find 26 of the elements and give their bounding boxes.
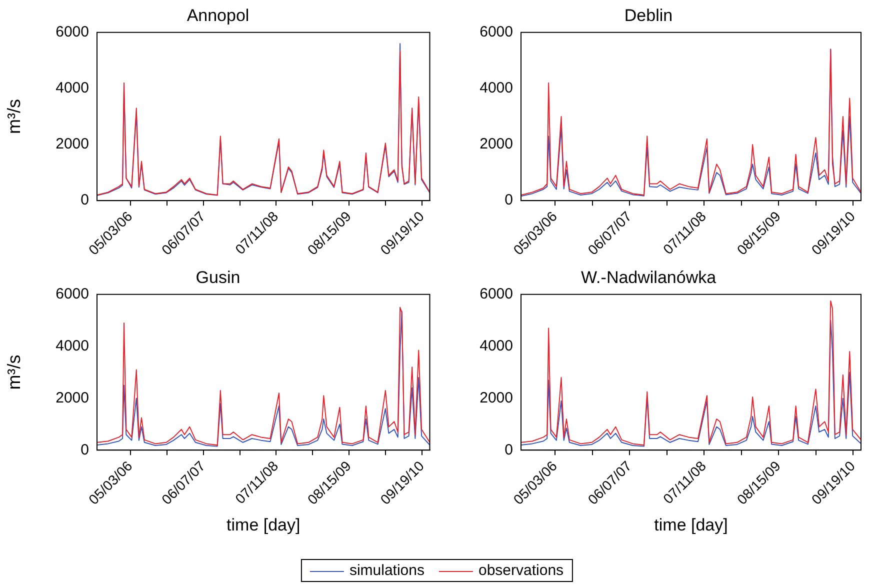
legend-label: observations bbox=[478, 562, 564, 579]
y-axis-title: m³/s bbox=[4, 354, 24, 390]
y-tick-label: 4000 bbox=[480, 80, 513, 97]
chart-title: W.-Nadwilanówka bbox=[580, 268, 717, 287]
chart-title: Annopol bbox=[186, 6, 250, 25]
y-tick-label: 6000 bbox=[56, 286, 89, 303]
y-tick-label: 4000 bbox=[56, 80, 89, 97]
y-tick-label: 0 bbox=[80, 441, 89, 458]
y-tick-label: 4000 bbox=[480, 337, 513, 354]
x-axis-title: time [day] bbox=[654, 515, 728, 534]
chart-title: Gusin bbox=[196, 268, 240, 287]
legend-label: simulations bbox=[349, 562, 424, 579]
y-axis-title: m³/s bbox=[4, 98, 24, 134]
y-tick-label: 4000 bbox=[56, 337, 89, 354]
y-tick-label: 2000 bbox=[56, 136, 89, 153]
y-tick-label: 6000 bbox=[480, 24, 513, 41]
chart-title: Deblin bbox=[624, 6, 673, 25]
y-tick-label: 6000 bbox=[56, 24, 89, 41]
x-axis-title: time [day] bbox=[226, 515, 300, 534]
y-tick-label: 2000 bbox=[56, 389, 89, 406]
y-tick-label: 6000 bbox=[480, 286, 513, 303]
y-tick-label: 2000 bbox=[480, 389, 513, 406]
y-tick-label: 0 bbox=[80, 192, 89, 209]
y-tick-label: 0 bbox=[504, 192, 513, 209]
y-tick-label: 2000 bbox=[480, 136, 513, 153]
y-tick-label: 0 bbox=[504, 441, 513, 458]
